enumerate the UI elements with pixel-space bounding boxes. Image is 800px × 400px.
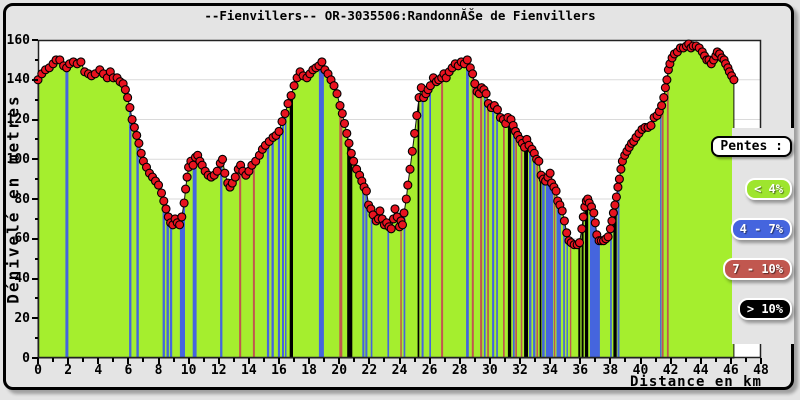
x-tick — [459, 358, 461, 364]
y-tick-label: 140 — [0, 72, 30, 87]
x-tick — [278, 358, 280, 364]
x-tick — [579, 358, 581, 364]
x-tick — [700, 358, 702, 364]
y-tick-label: 60 — [0, 231, 30, 246]
y-tick — [32, 39, 38, 41]
x-minor-tick — [474, 358, 476, 362]
x-tick — [670, 358, 672, 364]
x-minor-tick — [534, 358, 536, 362]
x-tick — [97, 358, 99, 364]
y-tick — [32, 278, 38, 280]
x-tick — [730, 358, 732, 364]
x-tick — [489, 358, 491, 364]
x-tick — [399, 358, 401, 364]
y-tick — [32, 238, 38, 240]
x-minor-tick — [624, 358, 626, 362]
x-tick — [127, 358, 129, 364]
x-tick — [338, 358, 340, 364]
x-minor-tick — [504, 358, 506, 362]
x-tick — [158, 358, 160, 364]
y-minor-tick — [35, 337, 38, 339]
x-minor-tick — [414, 358, 416, 362]
x-tick — [640, 358, 642, 364]
y-tick — [32, 198, 38, 200]
x-minor-tick — [142, 358, 144, 362]
y-minor-tick — [35, 218, 38, 220]
x-tick — [609, 358, 611, 364]
x-tick — [760, 358, 762, 364]
elevation-chart — [38, 40, 761, 358]
y-tick — [32, 79, 38, 81]
elevation-profile-page: --Fienvillers-- OR-3035506:RandonnĂŠe de… — [0, 0, 800, 400]
y-tick-label: 80 — [0, 192, 30, 207]
y-minor-tick — [35, 99, 38, 101]
x-tick — [519, 358, 521, 364]
legend-title: Pentes : — [711, 136, 792, 157]
x-minor-tick — [323, 358, 325, 362]
x-minor-tick — [52, 358, 54, 362]
x-tick — [218, 358, 220, 364]
x-minor-tick — [655, 358, 657, 362]
x-minor-tick — [685, 358, 687, 362]
x-minor-tick — [233, 358, 235, 362]
y-tick-label: 120 — [0, 112, 30, 127]
x-tick — [188, 358, 190, 364]
x-tick — [308, 358, 310, 364]
x-minor-tick — [715, 358, 717, 362]
x-tick — [248, 358, 250, 364]
x-tick-label: 48 — [741, 364, 781, 378]
y-tick-label: 40 — [0, 271, 30, 286]
y-tick — [32, 158, 38, 160]
slope-bar — [319, 40, 324, 358]
x-tick — [67, 358, 69, 364]
slope-bar — [466, 40, 469, 358]
x-minor-tick — [82, 358, 84, 362]
x-tick — [429, 358, 431, 364]
x-minor-tick — [293, 358, 295, 362]
y-minor-tick — [35, 59, 38, 61]
y-minor-tick — [35, 258, 38, 260]
slope-badge: 4 - 7% — [731, 218, 792, 240]
chart-title: --Fienvillers-- OR-3035506:RandonnĂŠe de… — [0, 8, 800, 23]
x-minor-tick — [444, 358, 446, 362]
x-tick — [368, 358, 370, 364]
x-minor-tick — [594, 358, 596, 362]
x-minor-tick — [203, 358, 205, 362]
x-minor-tick — [263, 358, 265, 362]
x-minor-tick — [745, 358, 747, 362]
y-minor-tick — [35, 138, 38, 140]
y-tick-label: 100 — [0, 152, 30, 167]
slope-bar — [65, 40, 68, 358]
slope-bar — [441, 40, 443, 358]
x-minor-tick — [383, 358, 385, 362]
y-minor-tick — [35, 297, 38, 299]
slope-badge: 7 - 10% — [723, 258, 792, 280]
x-tick — [37, 358, 39, 364]
x-minor-tick — [173, 358, 175, 362]
y-tick — [32, 317, 38, 319]
y-minor-tick — [35, 178, 38, 180]
x-minor-tick — [564, 358, 566, 362]
x-minor-tick — [353, 358, 355, 362]
y-tick-label: 160 — [0, 33, 30, 48]
x-tick — [549, 358, 551, 364]
x-minor-tick — [112, 358, 114, 362]
slope-badge: < 4% — [745, 178, 792, 200]
y-tick — [32, 119, 38, 121]
slope-badge: > 10% — [738, 298, 792, 320]
y-tick-label: 20 — [0, 311, 30, 326]
